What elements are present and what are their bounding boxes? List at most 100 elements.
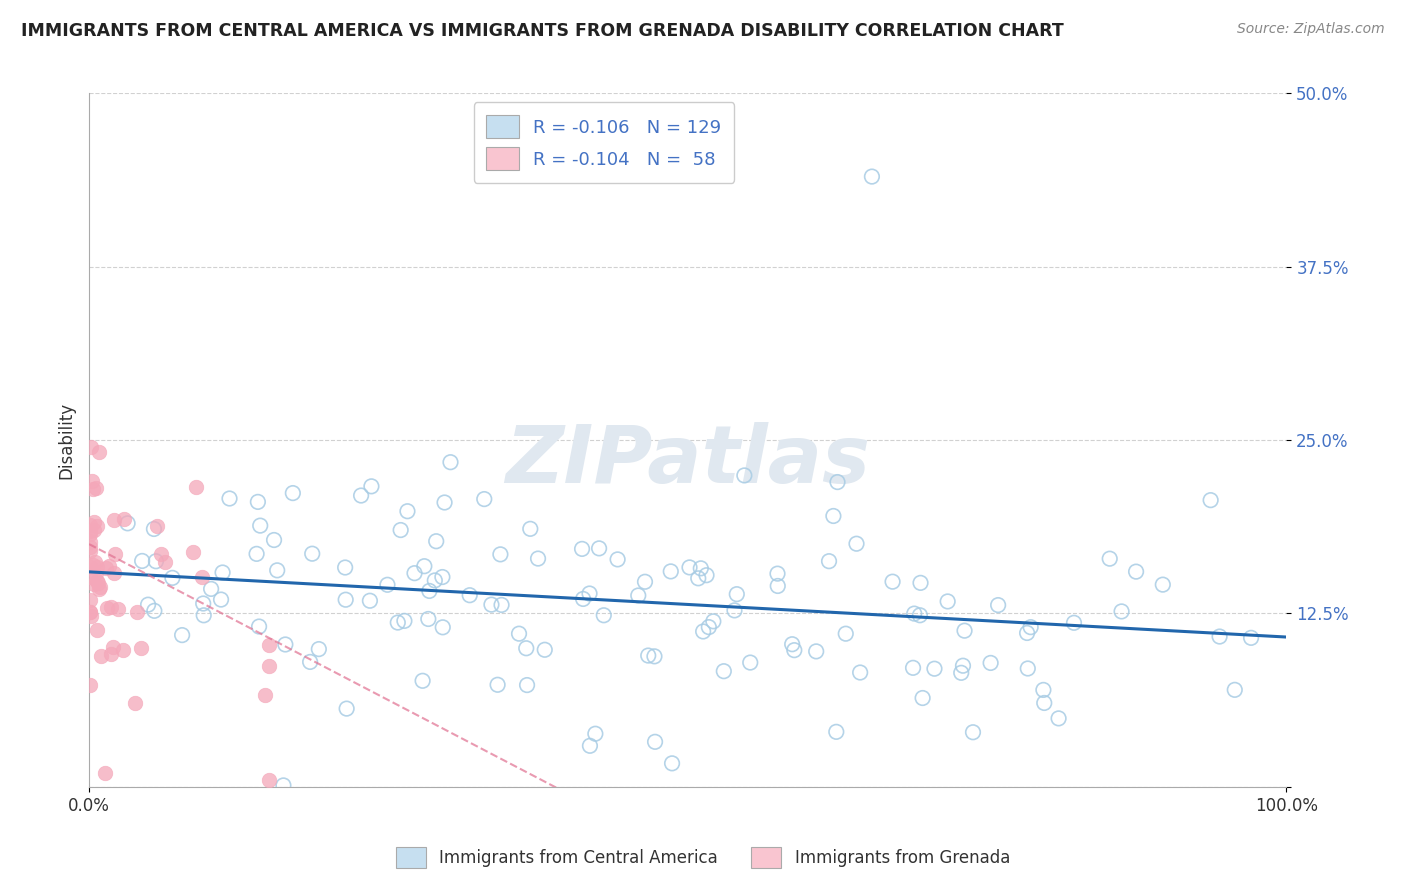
Point — [823, 508, 845, 523]
Point — [136, 598, 159, 612]
Point — [689, 561, 711, 575]
Point — [516, 678, 538, 692]
Point — [627, 589, 650, 603]
Point — [780, 637, 803, 651]
Point — [980, 656, 1002, 670]
Point — [533, 642, 555, 657]
Point — [87, 575, 110, 590]
Point — [486, 678, 509, 692]
Point — [659, 565, 682, 579]
Point — [79, 605, 101, 619]
Point — [1032, 682, 1054, 697]
Point — [783, 643, 806, 657]
Point — [377, 578, 399, 592]
Point — [79, 560, 101, 574]
Point — [827, 475, 849, 489]
Point — [263, 533, 285, 547]
Point — [112, 642, 135, 657]
Point — [142, 522, 165, 536]
Point — [592, 608, 614, 623]
Point — [396, 504, 419, 518]
Legend: R = -0.106   N = 129, R = -0.104   N =  58: R = -0.106 N = 129, R = -0.104 N = 58 — [474, 103, 734, 183]
Point — [606, 552, 628, 566]
Point — [350, 489, 373, 503]
Y-axis label: Disability: Disability — [58, 401, 75, 479]
Point — [962, 725, 984, 739]
Point — [124, 696, 146, 710]
Point — [908, 608, 931, 623]
Point — [172, 628, 194, 642]
Point — [1125, 565, 1147, 579]
Point — [458, 588, 481, 602]
Point — [100, 647, 122, 661]
Point — [1152, 577, 1174, 591]
Legend: Immigrants from Central America, Immigrants from Grenada: Immigrants from Central America, Immigra… — [389, 840, 1017, 875]
Point — [245, 547, 267, 561]
Point — [1047, 711, 1070, 725]
Point — [924, 662, 946, 676]
Point — [695, 568, 717, 582]
Point — [103, 547, 125, 561]
Point — [79, 527, 101, 541]
Point — [1098, 551, 1121, 566]
Point — [247, 619, 270, 633]
Point — [79, 517, 101, 532]
Point — [360, 479, 382, 493]
Point — [131, 554, 153, 568]
Point — [845, 537, 868, 551]
Point — [692, 624, 714, 639]
Point — [723, 603, 745, 617]
Point — [515, 641, 537, 656]
Point — [911, 691, 934, 706]
Point — [740, 656, 762, 670]
Point — [1223, 682, 1246, 697]
Point — [100, 600, 122, 615]
Point — [98, 559, 121, 574]
Point — [472, 492, 495, 507]
Point — [129, 641, 152, 656]
Point — [299, 655, 322, 669]
Point — [83, 523, 105, 537]
Point — [79, 543, 101, 558]
Point — [96, 561, 118, 575]
Point — [83, 576, 105, 591]
Point — [661, 756, 683, 771]
Point — [84, 555, 107, 569]
Point — [103, 513, 125, 527]
Point — [418, 583, 440, 598]
Point — [527, 551, 550, 566]
Point — [1033, 696, 1056, 710]
Point — [423, 574, 446, 588]
Point — [211, 566, 233, 580]
Point — [425, 534, 447, 549]
Point — [89, 580, 111, 594]
Point — [1199, 493, 1222, 508]
Point — [987, 598, 1010, 612]
Point — [90, 648, 112, 663]
Point — [83, 515, 105, 529]
Point — [253, 688, 276, 702]
Point — [86, 519, 108, 533]
Point — [818, 554, 841, 568]
Point — [82, 558, 104, 573]
Point — [1208, 630, 1230, 644]
Point — [84, 566, 107, 580]
Point — [860, 169, 883, 184]
Point — [153, 555, 176, 569]
Point — [1017, 626, 1039, 640]
Point — [257, 659, 280, 673]
Point — [389, 523, 412, 537]
Point — [333, 560, 356, 574]
Point — [952, 658, 974, 673]
Point — [936, 594, 959, 608]
Point — [489, 547, 512, 561]
Point — [702, 615, 724, 629]
Point — [491, 598, 513, 612]
Point — [583, 727, 606, 741]
Point — [117, 516, 139, 531]
Text: IMMIGRANTS FROM CENTRAL AMERICA VS IMMIGRANTS FROM GRENADA DISABILITY CORRELATIO: IMMIGRANTS FROM CENTRAL AMERICA VS IMMIG… — [21, 22, 1064, 40]
Point — [94, 766, 117, 780]
Point — [257, 772, 280, 787]
Point — [181, 545, 204, 559]
Point — [190, 570, 212, 584]
